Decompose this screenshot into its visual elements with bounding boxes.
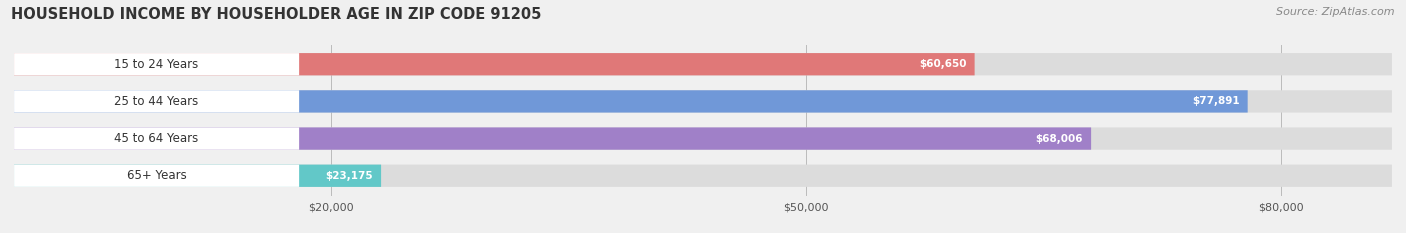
Text: 25 to 44 Years: 25 to 44 Years	[114, 95, 198, 108]
Text: $60,650: $60,650	[920, 59, 967, 69]
Text: $68,006: $68,006	[1036, 134, 1083, 144]
FancyBboxPatch shape	[14, 90, 1247, 113]
FancyBboxPatch shape	[14, 127, 1392, 150]
FancyBboxPatch shape	[14, 127, 1091, 150]
FancyBboxPatch shape	[14, 53, 974, 75]
Text: 15 to 24 Years: 15 to 24 Years	[114, 58, 198, 71]
FancyBboxPatch shape	[14, 164, 299, 187]
FancyBboxPatch shape	[14, 53, 1392, 75]
FancyBboxPatch shape	[14, 127, 299, 150]
FancyBboxPatch shape	[14, 164, 1392, 187]
Text: 45 to 64 Years: 45 to 64 Years	[114, 132, 198, 145]
FancyBboxPatch shape	[14, 53, 299, 75]
Text: 65+ Years: 65+ Years	[127, 169, 187, 182]
FancyBboxPatch shape	[14, 90, 1392, 113]
Text: $23,175: $23,175	[326, 171, 373, 181]
Text: Source: ZipAtlas.com: Source: ZipAtlas.com	[1277, 7, 1395, 17]
FancyBboxPatch shape	[14, 164, 381, 187]
FancyBboxPatch shape	[14, 90, 299, 113]
Text: $77,891: $77,891	[1192, 96, 1240, 106]
Text: HOUSEHOLD INCOME BY HOUSEHOLDER AGE IN ZIP CODE 91205: HOUSEHOLD INCOME BY HOUSEHOLDER AGE IN Z…	[11, 7, 541, 22]
